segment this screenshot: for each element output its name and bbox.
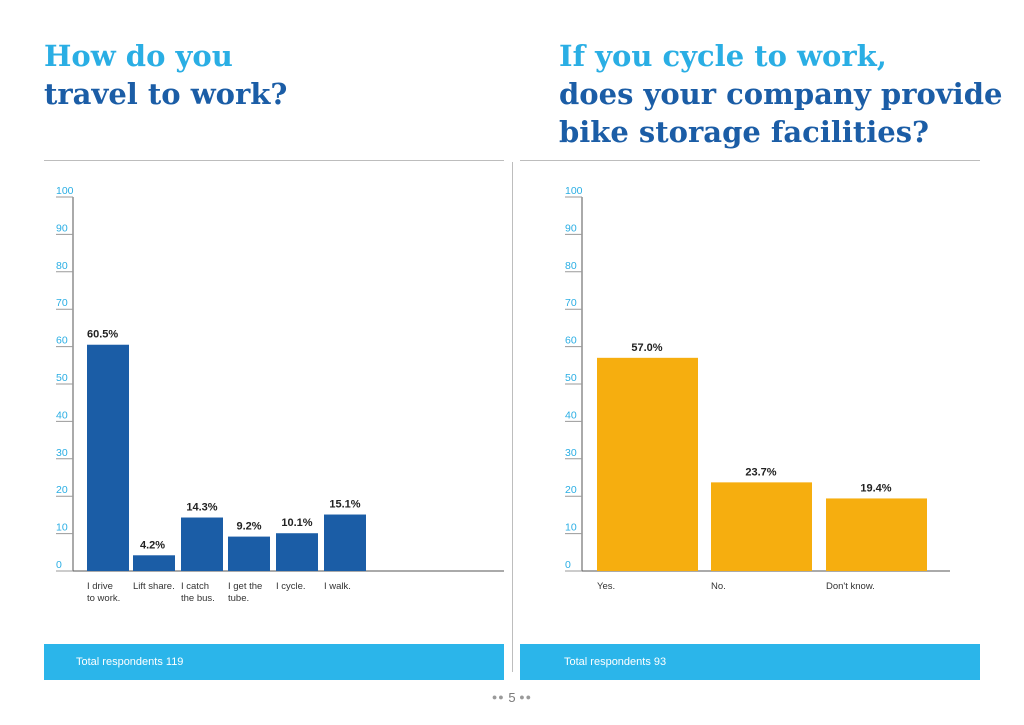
- left-data-label: 10.1%: [281, 517, 312, 529]
- left-category-label: I get the: [228, 581, 262, 592]
- left-bar: [324, 514, 366, 571]
- left-category-label: I cycle.: [276, 581, 306, 592]
- left-y-tick-label: 10: [56, 522, 68, 534]
- panel-divider: [512, 162, 513, 672]
- page-dots-left: ●●: [491, 692, 505, 702]
- right-data-label: 57.0%: [631, 342, 662, 354]
- right-y-tick-label: 50: [565, 372, 577, 384]
- right-category-label: Don't know.: [826, 581, 875, 592]
- right-data-label: 23.7%: [745, 466, 776, 478]
- left-y-tick-label: 70: [56, 297, 68, 309]
- left-y-tick-label: 50: [56, 372, 68, 384]
- right-title-line-3: bike storage facilities?: [559, 115, 930, 149]
- left-y-tick-label: 0: [56, 559, 62, 571]
- page-dots-right: ●●: [519, 692, 533, 702]
- right-y-tick-label: 40: [565, 409, 577, 421]
- right-bar-chart: 0 10 20 30 40 50 60 70 80 90 100 57.0% Yes. 23.7% No. 1…: [565, 185, 950, 592]
- left-data-label: 60.5%: [87, 329, 118, 341]
- right-category-label: Yes.: [597, 581, 615, 592]
- left-bar: [181, 517, 223, 571]
- left-category-label: I catch: [181, 581, 209, 592]
- left-data-label: 4.2%: [140, 539, 165, 551]
- left-data-label: 9.2%: [236, 521, 261, 533]
- right-bar: [826, 498, 927, 571]
- right-y-tick-label: 30: [565, 447, 577, 459]
- left-y-tick-label: 60: [56, 335, 68, 347]
- right-title-rule: [520, 160, 980, 161]
- right-y-tick-label: 100: [565, 185, 583, 197]
- left-title-line-2: travel to work?: [44, 77, 288, 111]
- left-y-tick-label: 80: [56, 260, 68, 272]
- right-title-line-2: does your company provide: [559, 77, 1003, 111]
- left-chart-title: How do you travel to work?: [44, 37, 287, 113]
- right-y-tick-label: 80: [565, 260, 577, 272]
- left-title-rule: [44, 160, 504, 161]
- right-y-tick-label: 10: [565, 522, 577, 534]
- left-y-tick-label: 90: [56, 222, 68, 234]
- left-category-label: I walk.: [324, 581, 351, 592]
- right-title-line-1: If you cycle to work,: [559, 39, 887, 73]
- left-y-tick-label: 40: [56, 409, 68, 421]
- left-bar: [228, 536, 270, 571]
- left-category-label: Lift share.: [133, 581, 175, 592]
- right-y-tick-label: 60: [565, 335, 577, 347]
- page-number: ●● 5 ●●: [0, 690, 1024, 705]
- left-category-label: the bus.: [181, 593, 215, 604]
- left-data-label: 14.3%: [186, 502, 217, 514]
- page-number-value: 5: [508, 690, 516, 705]
- left-category-label: I drive: [87, 581, 113, 592]
- right-y-tick-label: 20: [565, 484, 577, 496]
- right-chart-title: If you cycle to work, does your company …: [559, 37, 1002, 151]
- right-footer-bar: Total respondents 93: [520, 644, 980, 680]
- left-title-line-1: How do you: [44, 39, 233, 73]
- right-bar: [597, 357, 698, 571]
- right-y-tick-label: 70: [565, 297, 577, 309]
- left-total-respondents: Total respondents 119: [76, 656, 184, 668]
- right-data-label: 19.4%: [860, 482, 891, 494]
- right-y-tick-label: 0: [565, 559, 571, 571]
- left-bar: [276, 533, 318, 571]
- left-bar: [87, 344, 129, 571]
- left-y-tick-label: 20: [56, 484, 68, 496]
- right-category-label: No.: [711, 581, 726, 592]
- left-data-label: 15.1%: [329, 499, 360, 511]
- right-y-tick-label: 90: [565, 222, 577, 234]
- left-y-tick-label: 100: [56, 185, 74, 197]
- left-category-label: tube.: [228, 593, 249, 604]
- left-y-tick-label: 30: [56, 447, 68, 459]
- left-bar: [133, 555, 175, 571]
- right-bar: [711, 482, 812, 571]
- right-total-respondents: Total respondents 93: [564, 656, 667, 668]
- left-category-label: to work.: [87, 593, 120, 604]
- left-footer-bar: Total respondents 119: [44, 644, 504, 680]
